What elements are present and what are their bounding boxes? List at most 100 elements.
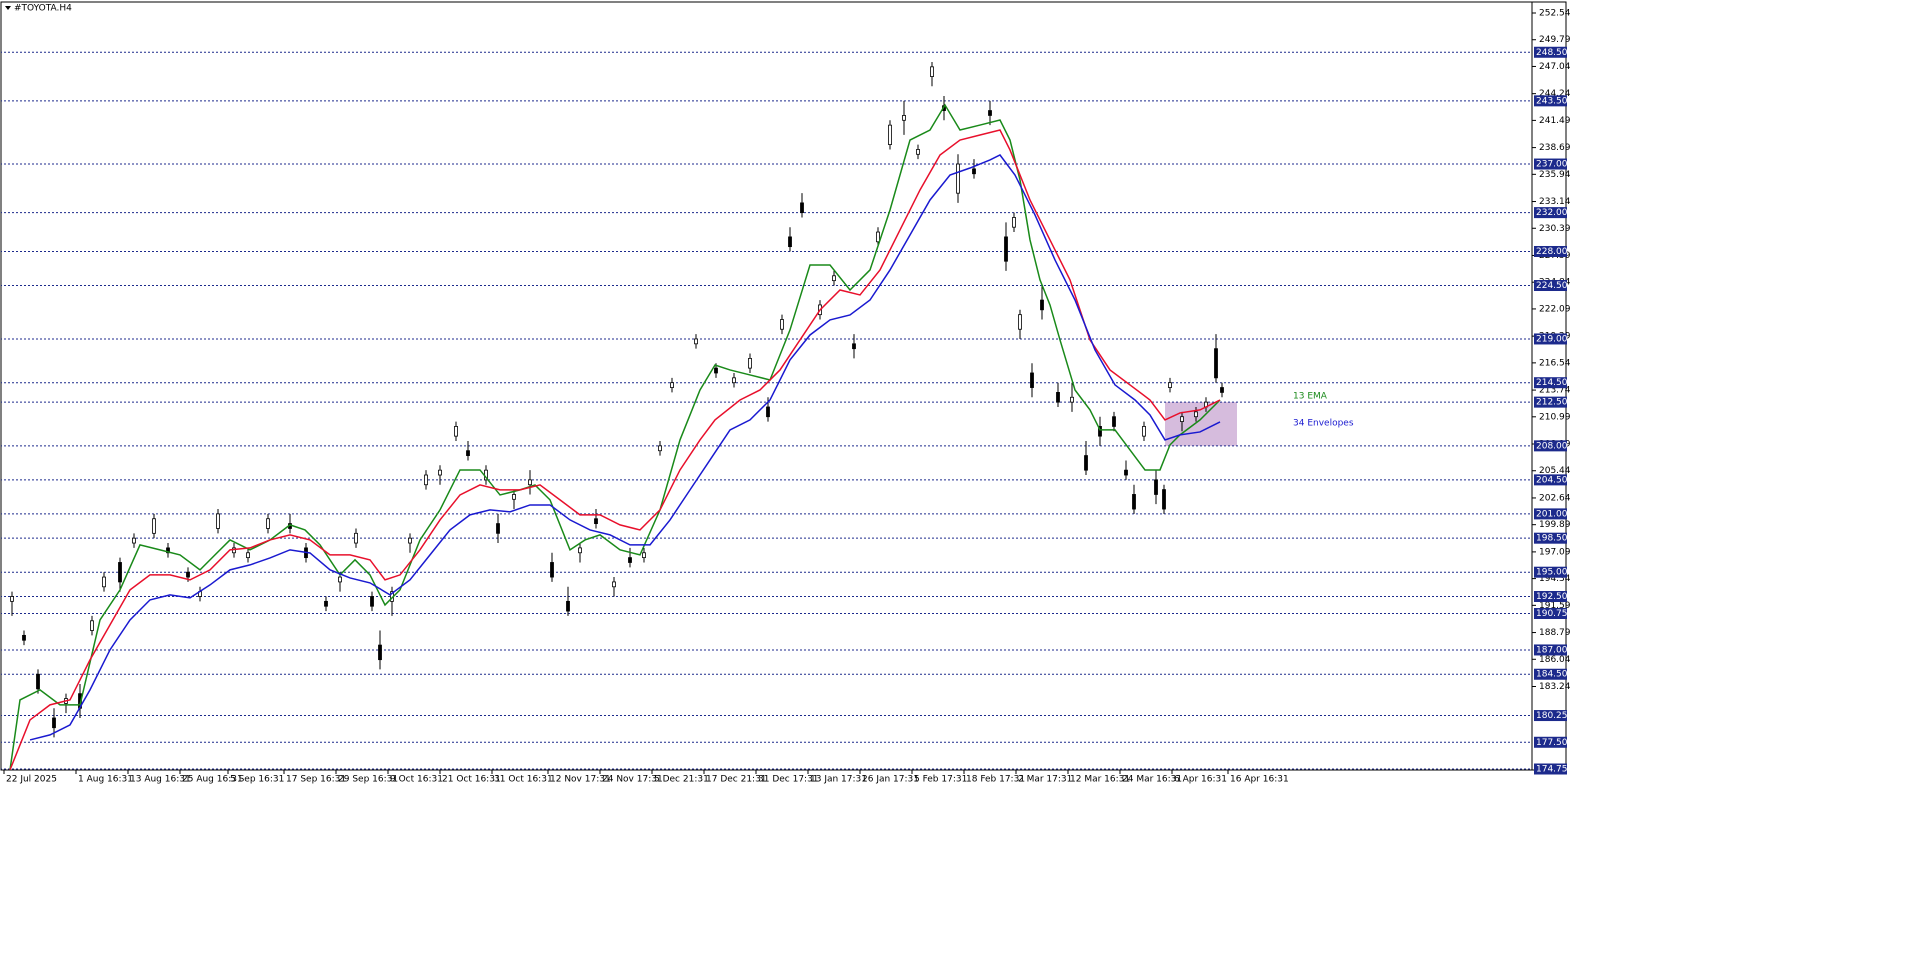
y-tick-label: 244.24 (1539, 89, 1571, 99)
level-label: 237.00 (1536, 160, 1568, 170)
level-label: 204.50 (1536, 475, 1568, 485)
candle-body (246, 552, 250, 559)
candle-body (628, 557, 632, 563)
x-tick-label: 6 Apr 16:31 (1174, 775, 1227, 785)
candle-body (10, 596, 14, 602)
candle-body (714, 367, 718, 374)
candle-body (512, 494, 516, 500)
level-tag (1534, 377, 1567, 389)
candle-body (1194, 411, 1198, 418)
candle-body (1098, 426, 1102, 437)
x-tick-label: 18 Feb 17:31 (966, 775, 1025, 785)
level-label: 198.50 (1536, 534, 1568, 544)
indicator-line (9, 103, 1221, 770)
y-tick-label: 199.89 (1539, 520, 1571, 530)
candle-body (916, 149, 920, 155)
level-label: 201.00 (1536, 509, 1568, 519)
candle-body (1018, 314, 1022, 330)
level-label: 243.50 (1536, 96, 1568, 106)
y-tick-label: 241.49 (1539, 116, 1571, 126)
x-tick-label: 12 Mar 16:31 (1070, 775, 1130, 785)
y-tick-label: 186.04 (1539, 655, 1571, 665)
candle-body (566, 600, 570, 612)
candle-body (612, 581, 616, 588)
candle-body (22, 634, 26, 641)
candle-body (90, 620, 94, 631)
candle-body (902, 115, 906, 121)
candle-body (1180, 416, 1184, 422)
menu-arrow[interactable] (5, 6, 11, 10)
level-tag (1534, 508, 1567, 520)
x-tick-label: 5 Dec 21:31 (654, 775, 709, 785)
candle-body (852, 343, 856, 350)
level-tag (1534, 474, 1567, 486)
indicator-line (29, 154, 1221, 741)
candle-body (832, 275, 836, 282)
y-tick-label: 252.54 (1539, 9, 1571, 19)
x-tick-label: 26 Jan 17:31 (862, 775, 919, 785)
candle-body (956, 163, 960, 194)
candle-body (1084, 455, 1088, 471)
candle-body (732, 377, 736, 384)
level-label: 212.50 (1536, 398, 1568, 408)
candle-body (1112, 416, 1116, 427)
candle-body (1220, 387, 1224, 393)
y-tick-label: 230.39 (1539, 224, 1571, 234)
level-tag (1534, 668, 1567, 680)
candle-body (876, 231, 880, 243)
candle-body (972, 168, 976, 175)
x-tick-label: 31 Dec 17:31 (758, 775, 819, 785)
y-tick-label: 233.14 (1539, 197, 1571, 207)
candle-body (496, 523, 500, 534)
y-tick-label: 216.54 (1539, 358, 1571, 368)
level-tag (1534, 566, 1567, 578)
x-tick-label: 21 Oct 16:31 (442, 775, 501, 785)
candle-body (642, 552, 646, 559)
x-tick-label: 17 Sep 16:31 (286, 775, 346, 785)
x-tick-label: 5 Feb 17:31 (914, 775, 967, 785)
candle-body (1012, 217, 1016, 228)
y-tick-label: 249.79 (1539, 35, 1571, 45)
x-tick-label: 9 Oct 16:31 (390, 775, 443, 785)
level-label: 228.00 (1536, 247, 1568, 257)
series-label: 13 EMA (1293, 392, 1328, 402)
level-tag (1534, 608, 1567, 620)
candle-body (102, 576, 106, 588)
candle-body (1142, 426, 1146, 437)
level-tag (1534, 396, 1567, 408)
y-tick-label: 247.04 (1539, 62, 1571, 72)
candle-body (266, 518, 270, 529)
x-tick-label: 1 Aug 16:31 (78, 775, 133, 785)
level-tag (1534, 763, 1567, 775)
indicator-line (9, 129, 1221, 770)
candle-body (166, 547, 170, 554)
level-tag (1534, 590, 1567, 602)
candle-body (132, 537, 136, 544)
candle-body (186, 571, 190, 578)
candle-body (466, 450, 470, 456)
candle-body (118, 562, 122, 583)
level-tag (1534, 710, 1567, 722)
candle-body (1070, 396, 1074, 403)
y-tick-label: 213.74 (1539, 386, 1571, 396)
level-label: 248.50 (1536, 48, 1568, 58)
level-label: 177.50 (1536, 738, 1568, 748)
candle-body (1004, 236, 1008, 262)
candle-body (780, 319, 784, 330)
candle-body (988, 110, 992, 116)
candle-body (1040, 299, 1044, 311)
candle-body (888, 124, 892, 145)
level-label: 174.75 (1536, 765, 1568, 775)
level-label: 192.50 (1536, 592, 1568, 602)
candle-body (1168, 382, 1172, 388)
y-tick-label: 197.09 (1539, 547, 1571, 557)
y-tick-label: 188.79 (1539, 628, 1571, 638)
y-tick-label: 183.24 (1539, 682, 1571, 692)
candle-body (378, 644, 382, 661)
y-tick-label: 205.44 (1539, 466, 1571, 476)
x-tick-label: 24 Nov 17:31 (602, 775, 663, 785)
candle-body (36, 673, 40, 690)
candle-body (1132, 494, 1136, 510)
candle-body (408, 537, 412, 544)
candle-body (1124, 469, 1128, 476)
